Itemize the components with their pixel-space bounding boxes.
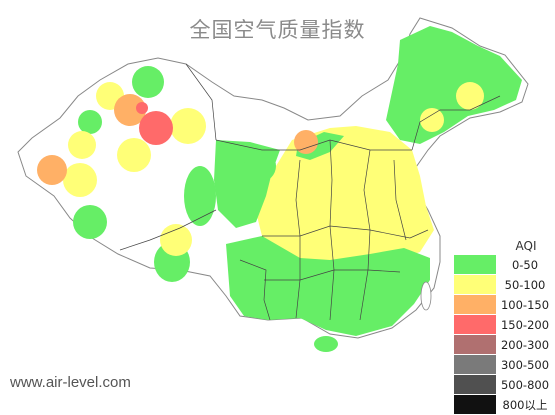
region-yellow-tarim2 [68,131,96,159]
legend-item: 50-100 [454,275,554,294]
region-yellow-tibet [160,224,192,256]
site-watermark: www.air-level.com [10,374,131,391]
region-yellow-korla [117,138,151,172]
legend-label: 50-100 [504,277,546,292]
legend-item: 500-800 [454,375,554,394]
legend-item: 300-500 [454,355,554,374]
region-orange-inner-mongolia [294,130,318,154]
legend-label: 500-800 [500,377,550,392]
legend-swatch [454,375,496,394]
legend-swatch [454,355,496,374]
legend-label: 300-500 [500,357,550,372]
region-yellow-ne [456,82,484,110]
region-green-northeast [386,26,522,144]
legend-label: 800以上 [502,397,548,412]
legend-label: 200-300 [500,337,550,352]
region-green-xinjiang-n [132,66,164,98]
legend-label: 100-150 [500,297,550,312]
region-green-tibet-w [184,166,216,226]
legend-swatch [454,255,496,274]
legend-item: 150-200 [454,315,554,334]
aqi-legend: AQI 0-50 50-100 100-150 150-200 200-300 300-5… [454,237,554,415]
map-title: 全国空气质量指数 [189,18,366,42]
region-green-south [226,236,430,336]
region-green-xinjiang-w [78,110,102,134]
region-green-hainan [314,336,338,352]
region-yellow-turpan [170,108,206,144]
legend-item: 200-300 [454,335,554,354]
legend-item: 0-50 [454,255,554,274]
region-red-shihezi [139,111,173,145]
legend-swatch [454,335,496,354]
china-aqi-map [17,17,529,352]
legend-label: 150-200 [500,317,550,332]
region-red-shihezi2 [136,102,148,114]
region-orange-urumqi [114,94,146,126]
region-orange-kashgar [37,155,67,185]
legend-title: AQI [515,239,537,253]
legend-swatch [454,275,496,294]
region-green-kashgar [73,205,107,239]
region-yellow-ne2 [420,108,444,132]
legend-label: 0-50 [511,257,539,272]
region-green-qinghai [244,150,276,182]
region-yellow-tarim [63,163,97,197]
legend-swatch [454,395,496,414]
legend-item: 800以上 [454,395,554,414]
legend-swatch [454,315,496,334]
legend-item: 100-150 [454,295,554,314]
region-taiwan [420,281,432,311]
legend-swatch [454,295,496,314]
aqi-regions [37,26,522,352]
province-boundaries [119,63,501,321]
